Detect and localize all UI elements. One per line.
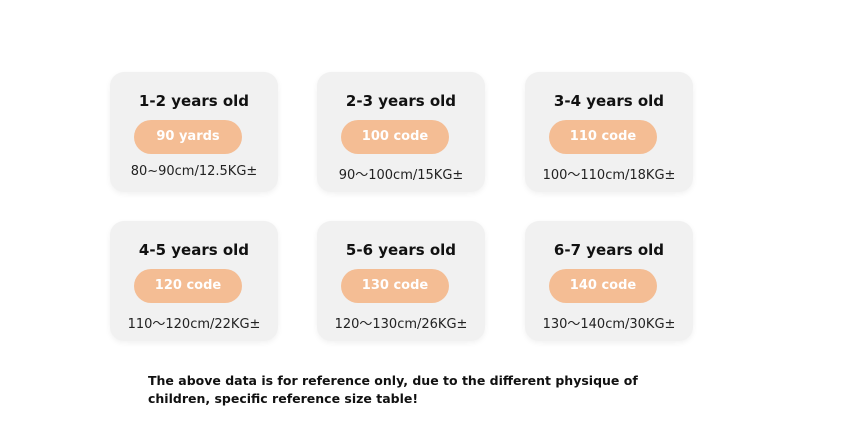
size-card: 4-5 years old 120 code 110～120cm/22KG± xyxy=(110,221,278,341)
measurement: 90～100cm/15KG± xyxy=(338,168,464,183)
age-label: 3-4 years old xyxy=(553,92,665,110)
size-pill: 90 yards xyxy=(134,120,242,154)
measurement: 110～120cm/22KG± xyxy=(127,317,261,332)
size-card: 3-4 years old 110 code 100～110cm/18KG± xyxy=(525,72,693,192)
measurement: 100～110cm/18KG± xyxy=(542,168,676,183)
age-label: 5-6 years old xyxy=(345,241,457,259)
size-pill: 110 code xyxy=(549,120,657,154)
age-label: 4-5 years old xyxy=(138,241,250,259)
measurement: 80~90cm/12.5KG± xyxy=(130,164,258,179)
footnote: The above data is for reference only, du… xyxy=(148,373,638,406)
size-pill: 140 code xyxy=(549,269,657,303)
age-label: 1-2 years old xyxy=(138,92,250,110)
age-label: 6-7 years old xyxy=(553,241,665,259)
size-card: 2-3 years old 100 code 90～100cm/15KG± xyxy=(317,72,485,192)
age-label: 2-3 years old xyxy=(345,92,457,110)
measurement: 130～140cm/30KG± xyxy=(542,317,676,332)
size-pill: 130 code xyxy=(341,269,449,303)
measurement: 120～130cm/26KG± xyxy=(334,317,468,332)
size-card: 1-2 years old 90 yards 80~90cm/12.5KG± xyxy=(110,72,278,192)
size-card: 6-7 years old 140 code 130～140cm/30KG± xyxy=(525,221,693,341)
size-pill: 100 code xyxy=(341,120,449,154)
size-pill: 120 code xyxy=(134,269,242,303)
size-card: 5-6 years old 130 code 120～130cm/26KG± xyxy=(317,221,485,341)
